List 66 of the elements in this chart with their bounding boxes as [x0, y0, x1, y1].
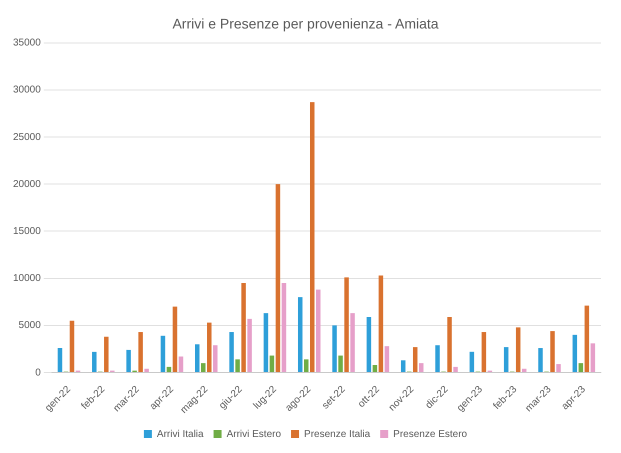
bar: [247, 318, 252, 372]
bar: [556, 364, 561, 372]
bar: [504, 347, 508, 372]
y-tick-label: 30000: [12, 84, 42, 96]
bar: [160, 336, 166, 372]
bar: [338, 356, 343, 372]
y-tick-label: 15000: [12, 226, 42, 237]
bar: [584, 306, 590, 372]
bar: [516, 327, 520, 372]
bar: [350, 313, 355, 372]
chart-title: Arrivi e Presenze per provenienza - Amiata: [172, 15, 439, 32]
y-tick-label: 5000: [18, 320, 42, 332]
bar: [400, 360, 406, 372]
bar: [470, 352, 474, 372]
bar: [70, 320, 74, 372]
bar: [447, 316, 452, 372]
legend-label: Presenze Italia: [304, 428, 371, 440]
bar: [58, 348, 62, 372]
bar: [590, 343, 596, 372]
bar: [235, 359, 240, 372]
bar: [344, 277, 349, 372]
bar: [282, 283, 286, 372]
bar: [298, 297, 302, 372]
bar: [453, 366, 458, 372]
bar: [304, 359, 308, 372]
bar: [264, 313, 268, 372]
bar: [104, 336, 109, 372]
bar: [229, 332, 234, 372]
bar: [550, 331, 555, 372]
bar: [366, 316, 372, 372]
bar: [378, 276, 384, 372]
bar: [144, 368, 149, 372]
bar: [578, 363, 584, 372]
bar: [138, 332, 143, 372]
bar: [92, 352, 97, 372]
legend-label: Presenze Estero: [393, 428, 468, 440]
y-tick-label: 25000: [12, 132, 42, 143]
bar: [384, 346, 390, 372]
bar: [172, 306, 178, 372]
bar: [482, 332, 486, 372]
y-tick-label: 20000: [12, 178, 42, 190]
bar: [418, 363, 424, 372]
bar: [270, 356, 274, 372]
legend-label: Arrivi Italia: [156, 428, 204, 440]
bar: [435, 345, 440, 372]
bar: [310, 102, 314, 372]
bar: [178, 356, 184, 372]
bar: [572, 334, 578, 372]
bar: [126, 350, 131, 372]
bar: [195, 344, 200, 372]
bar: [332, 325, 337, 372]
y-tick-label: 35000: [12, 38, 42, 49]
y-tick-label: 0: [35, 367, 42, 378]
bar: [372, 365, 378, 372]
bar: [316, 290, 321, 372]
bar: [213, 345, 218, 372]
bar: [241, 283, 246, 372]
bar: [522, 368, 526, 372]
bar: [201, 363, 206, 372]
bar: [207, 322, 212, 372]
bar: [166, 366, 172, 372]
bar: [412, 347, 418, 372]
bar: [276, 184, 280, 372]
bar: [538, 348, 543, 372]
y-tick-label: 10000: [12, 273, 42, 284]
legend-label: Arrivi Estero: [226, 428, 282, 440]
